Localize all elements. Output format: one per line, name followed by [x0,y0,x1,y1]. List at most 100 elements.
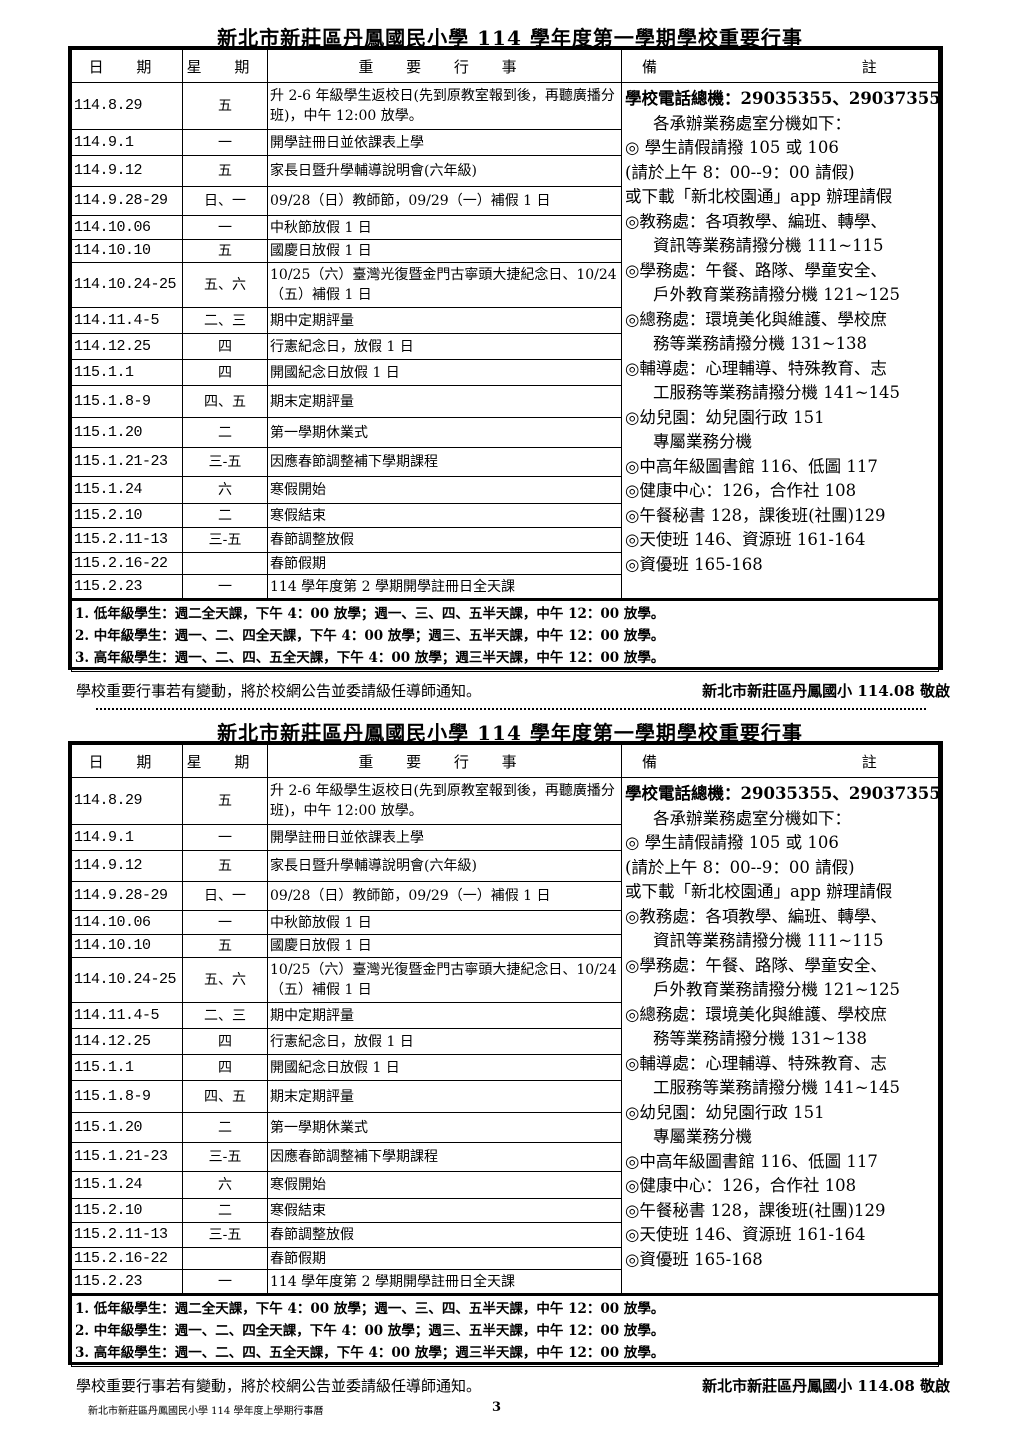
row-date: 114.9.12 [71,850,183,882]
header-date: 日 期 [71,744,183,778]
note-line: ◎學務處：午餐、路隊、學童安全、 [625,260,887,280]
table-row: 115.2.16-22 春節假期 [71,552,939,575]
page-footer: 新北市新莊區丹鳳國民小學 114 學年度上學期行事曆 [88,1406,324,1417]
schedule-notes-row: 1. 低年級學生：週二全天課，下午 4：00 放學；週一、三、四、五半天課，中午… [71,1293,939,1367]
row-date: 115.1.20 [71,417,183,448]
row-weekday: 五 [182,82,268,130]
note-line: 工服務等業務請撥分機 141~145 [653,1078,901,1097]
footer-notice: 學校重要行事若有變動，將於校網公告並委請級任導師通知。 [76,1377,482,1395]
note-line: ◎ 學生請假請撥 105 或 106 [625,138,839,157]
row-date: 114.9.28-29 [71,881,183,911]
row-event: 春節調整放假 [267,1222,622,1248]
row-weekday: 四、五 [182,1080,268,1113]
row-date: 115.1.1 [71,1054,183,1081]
dotted-cut-line [96,708,926,710]
note-line: ◎輔導處：心理輔導、特殊教育、志 [625,1053,887,1073]
row-date: 115.2.11-13 [71,527,183,553]
page-number: 3 [492,1400,502,1415]
row-weekday: 五 [182,934,268,958]
row-date: 114.8.29 [71,82,183,130]
note-line: ◎午餐秘書 128，課後班(社團)129 [625,1200,886,1220]
row-weekday: 二、三 [182,307,268,334]
note-line: ◎幼兒園：幼兒園行政 151 [625,407,825,427]
table-row: 115.1.20 二第一學期休業式 [71,1112,939,1143]
table-row: 114.12.25 四行憲紀念日，放假 1 日 [71,1028,939,1055]
schedule-notes-row: 1. 低年級學生：週二全天課，下午 4：00 放學；週一、三、四、五半天課，中午… [71,598,939,672]
row-event: 家長日暨升學輔導說明會(六年級) [267,155,622,187]
table-row: 114.11.4-5 二、三 期中定期評量 [71,307,939,334]
table-row: 115.1.21-23 三-五 因應春節調整補下學期課程 [71,447,939,477]
footer-notice: 學校重要行事若有變動，將於校網公告並委請級任導師通知。 [76,682,482,700]
row-weekday: 一 [182,1269,268,1295]
header-event: 重 要 行 事 [267,744,622,778]
row-date: 114.9.28-29 [71,186,183,216]
table-row: 115.2.11-13 三-五 春節調整放假 [71,527,939,553]
note-line: 務等業務請撥分機 131~138 [653,334,868,353]
row-date: 115.1.8-9 [71,385,183,418]
note-line: ◎學務處：午餐、路隊、學童安全、 [625,955,887,975]
table-row: 114.9.28-29 日、一 09/28（日）教師節，09/29（一）補假 1 日 [71,881,939,911]
row-event: 09/28（日）教師節，09/29（一）補假 1 日 [267,186,622,216]
note-line: ◎幼兒園：幼兒園行政 151 [625,1102,825,1122]
row-weekday [182,552,268,575]
table-row: 115.1.8-9 四、五 期末定期評量 [71,385,939,418]
note-line: 戶外教育業務請撥分機 121~125 [653,980,901,999]
row-event: 09/28（日）教師節，09/29（一）補假 1 日 [267,881,622,911]
row-date: 114.10.10 [71,239,183,263]
row-weekday: 二 [182,1198,268,1223]
row-weekday: 六 [182,1171,268,1199]
row-event: 行憲紀念日，放假 1 日 [267,333,622,360]
row-weekday: 日、一 [182,186,268,216]
row-event: 中秋節放假 1 日 [267,910,622,935]
note-line: 各承辦業務處室分機如下： [653,808,851,828]
row-date: 114.10.06 [71,215,183,240]
row-date: 115.1.24 [71,476,183,504]
row-date: 115.2.23 [71,1269,183,1295]
header-notes: 備 註 [621,744,939,778]
row-event: 10/25（六）臺灣光復暨金門古寧頭大捷紀念日、10/24（五）補假 1 日 [267,957,622,1003]
header-notes-label: 備 註 [642,752,877,771]
schedule-notes: 1. 低年級學生：週二全天課，下午 4：00 放學；週一、三、四、五半天課，中午… [71,1293,939,1367]
row-date: 115.2.10 [71,503,183,528]
row-event: 第一學期休業式 [267,417,622,448]
row-event: 開國紀念日放假 1 日 [267,1054,622,1081]
row-weekday: 一 [182,215,268,240]
row-date: 114.11.4-5 [71,1002,183,1029]
table-header-row: 日 期星 期重 要 行 事 備 註 [71,49,939,83]
header-weekday: 星 期 [182,744,268,778]
row-weekday: 一 [182,824,268,851]
row-weekday: 四、五 [182,385,268,418]
row-event: 開學註冊日並依課表上學 [267,824,622,851]
row-date: 114.11.4-5 [71,307,183,334]
signature: 新北市新莊區丹鳳國小 114.08 敬啟 [702,1377,950,1395]
row-event: 寒假結束 [267,503,622,528]
row-date: 115.1.20 [71,1112,183,1143]
signature: 新北市新莊區丹鳳國小 114.08 敬啟 [702,682,950,700]
note-line: ◎教務處：各項教學、編班、轉學、 [625,211,887,231]
table-row: 114.10.24-25 五、六 10/25（六）臺灣光復暨金門古寧頭大捷紀念日、1… [71,262,939,308]
header-notes-label: 備 註 [642,57,877,76]
row-date: 115.1.1 [71,359,183,386]
table-row: 115.2.23 一 114 學年度第 2 學期開學註冊日全天課 [71,574,939,600]
table-row: 114.8.29 五升 2-6 年級學生返校日(先到原教室報到後，再聽廣播分班)，… [71,82,941,601]
row-event: 春節假期 [267,1247,622,1270]
notes-cell: 學校電話總機：29035355、29037355 各承辦業務處室分機如下： ◎ 學生… [621,777,941,1296]
table-row: 115.2.23 一 114 學年度第 2 學期開學註冊日全天課 [71,1269,939,1295]
table-row: 115.1.20 二第一學期休業式 [71,417,939,448]
table-row: 114.11.4-5 二、三 期中定期評量 [71,1002,939,1029]
header-event: 重 要 行 事 [267,49,622,83]
note-line: (請於上午 8：00--9：00 請假) [625,857,855,877]
note-line: ◎天使班 146、資源班 161-164 [625,1225,866,1244]
row-weekday: 三-五 [182,527,268,553]
row-weekday: 五、六 [182,262,268,308]
row-event: 10/25（六）臺灣光復暨金門古寧頭大捷紀念日、10/24（五）補假 1 日 [267,262,622,308]
note-line: 或下載「新北校園通」app 辦理請假 [625,187,893,206]
row-event: 114 學年度第 2 學期開學註冊日全天課 [267,1269,622,1295]
row-date: 115.1.21-23 [71,447,183,477]
schedule-notes: 1. 低年級學生：週二全天課，下午 4：00 放學；週一、三、四、五半天課，中午… [71,598,939,672]
row-weekday: 六 [182,476,268,504]
row-event: 因應春節調整補下學期課程 [267,1142,622,1172]
row-weekday: 二 [182,417,268,448]
table-row: 114.9.1 一開學註冊日並依課表上學 [71,129,939,156]
schedule-table: 日 期星 期重 要 行 事備 註 114.8.29 五升 2-6 年級學生返校日(先… [71,744,941,1367]
